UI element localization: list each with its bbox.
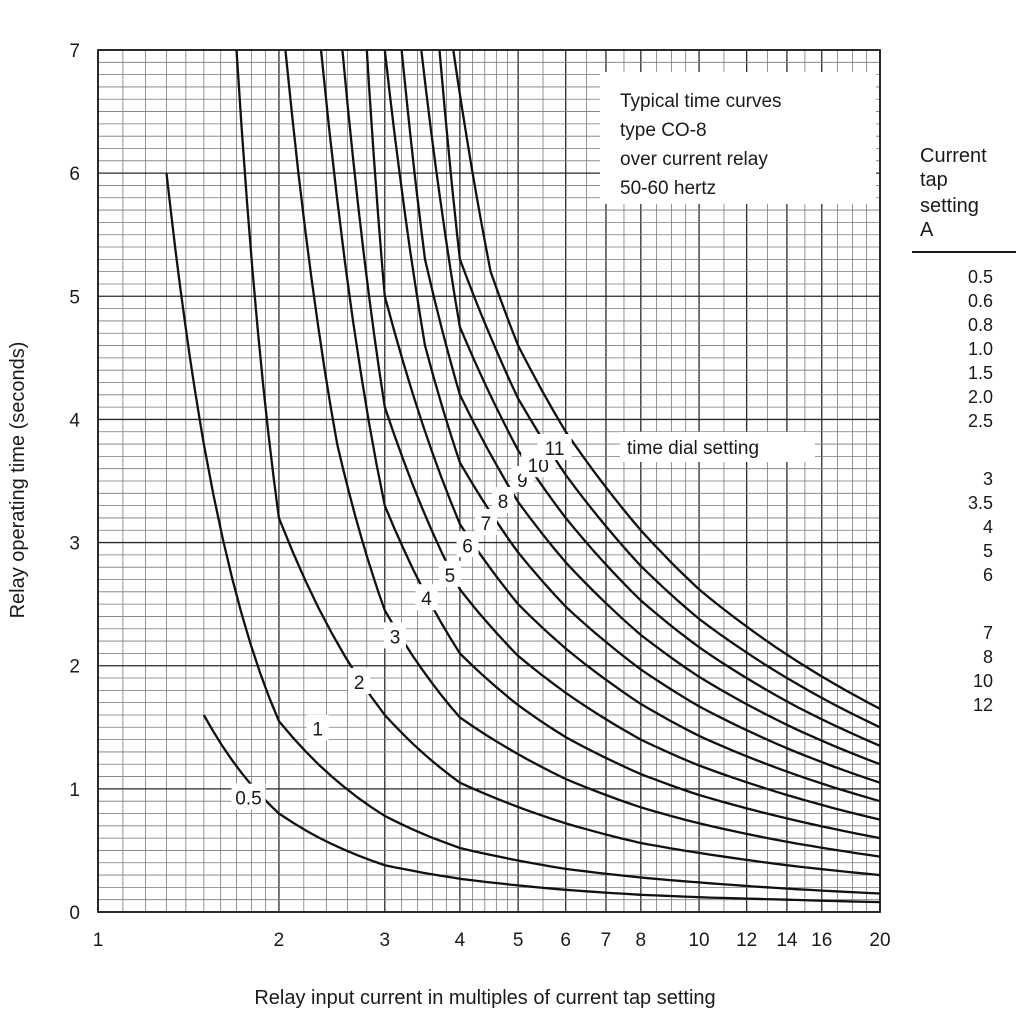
annotation-box [620, 432, 815, 462]
curve-dial-6 [365, 49, 881, 803]
x-tick-label: 8 [636, 930, 647, 951]
x-tick-label: 14 [776, 930, 798, 951]
x-tick-label: 3 [379, 930, 390, 951]
curve-label-11: 11 [545, 439, 565, 460]
tap-header-line-2: tap [920, 169, 948, 191]
curve-label-halo [384, 622, 407, 649]
tap-value: 0.8 [968, 315, 993, 335]
curve-dial-4 [319, 49, 881, 840]
curve-label-halo [474, 509, 497, 536]
title-box [600, 72, 876, 204]
curve-label-halo [415, 584, 438, 611]
curve-label-1: 1 [312, 720, 323, 741]
tap-value: 1.5 [968, 363, 993, 383]
curve-label-10: 10 [528, 456, 549, 477]
plot-border [97, 49, 881, 913]
curve-label-4: 4 [421, 589, 432, 610]
tap-header-line-1: Current [920, 145, 987, 167]
curve-dial-2 [235, 49, 881, 877]
x-axis-label: Relay input current in multiples of curr… [254, 987, 715, 1009]
tap-values: 0.5 0.6 0.8 1.0 1.5 2.0 2.5 3 3.5 4 5 6 7 8 10 12 [968, 267, 993, 715]
y-tick-labels: 0 1 2 3 4 5 6 7 [69, 41, 80, 924]
x-tick-label: 4 [455, 930, 466, 951]
y-tick-label: 1 [69, 780, 80, 801]
curve-group [165, 49, 881, 904]
chart-title-line-3: over current relay [620, 149, 768, 170]
chart-title-line-4: 50-60 hertz [620, 178, 716, 199]
tap-value: 5 [983, 541, 993, 561]
tap-value: 8 [983, 647, 993, 667]
curve-label-5: 5 [445, 566, 456, 587]
x-tick-label: 1 [93, 930, 104, 951]
x-tick-label: 6 [560, 930, 571, 951]
curve-dial-3 [284, 49, 881, 858]
curve-label-8: 8 [498, 492, 509, 513]
curve-dial-11 [452, 49, 881, 710]
curve-label-6: 6 [462, 536, 473, 557]
curve-label-halo [537, 433, 572, 460]
curve-label-3: 3 [390, 627, 401, 648]
tap-value: 0.5 [968, 267, 993, 287]
tap-header-line-3: setting [920, 195, 979, 217]
time-dial-annotation: time dial setting [627, 438, 759, 459]
tap-header-line-4: A [920, 219, 934, 241]
tap-value: 2.5 [968, 411, 993, 431]
curve-label-0.5: 0.5 [235, 789, 261, 810]
y-tick-label: 5 [69, 287, 80, 308]
curve-label-halo [348, 667, 371, 694]
tap-value: 10 [973, 671, 993, 691]
tap-value: 2.0 [968, 387, 993, 407]
curve-label-halo [492, 486, 515, 513]
x-tick-label: 2 [274, 930, 285, 951]
tap-value: 3.5 [968, 493, 993, 513]
curve-dial-7 [383, 49, 881, 784]
x-tick-labels: 1 2 3 4 5 6 7 8 10 12 14 16 20 [93, 930, 891, 951]
x-tick-label: 5 [513, 930, 524, 951]
y-tick-label: 7 [69, 41, 80, 62]
curve-dial-1 [165, 172, 881, 895]
chart-title-line-1: Typical time curves [620, 91, 782, 112]
curve-label-7: 7 [481, 514, 492, 535]
curve-dial-5 [341, 49, 881, 821]
y-tick-label: 2 [69, 657, 80, 678]
curve-label-halo [438, 560, 461, 587]
chart-title-line-2: type CO-8 [620, 120, 707, 141]
x-tick-label: 20 [869, 930, 890, 951]
curve-label-halo [231, 783, 266, 810]
tap-value: 12 [973, 695, 993, 715]
tap-value: 4 [983, 517, 993, 537]
curve-label-2: 2 [354, 673, 365, 694]
y-tick-label: 4 [69, 410, 80, 431]
y-tick-label: 3 [69, 534, 80, 555]
curve-label-halo [306, 714, 329, 741]
tap-value: 3 [983, 469, 993, 489]
curve-label-halo [456, 531, 479, 558]
x-tick-label: 10 [688, 930, 709, 951]
x-tick-label: 7 [601, 930, 612, 951]
y-axis-label: Relay operating time (seconds) [7, 342, 29, 619]
tap-value: 0.6 [968, 291, 993, 311]
tap-value: 1.0 [968, 339, 993, 359]
x-tick-label: 12 [736, 930, 757, 951]
tap-value: 6 [983, 565, 993, 585]
x-tick-label: 16 [811, 930, 832, 951]
curve-dial-9 [420, 49, 881, 747]
y-tick-label: 6 [69, 164, 80, 185]
curve-label-9: 9 [517, 471, 528, 492]
y-tick-label: 0 [69, 903, 80, 924]
curve-dial-10 [438, 49, 881, 729]
curve-dial-8 [400, 49, 881, 766]
tap-value: 7 [983, 623, 993, 643]
current-tap-table: Current tap setting A 0.5 0.6 0.8 1.0 1.5 2.0… [912, 145, 1016, 715]
curve-dial-0.5 [202, 714, 881, 904]
